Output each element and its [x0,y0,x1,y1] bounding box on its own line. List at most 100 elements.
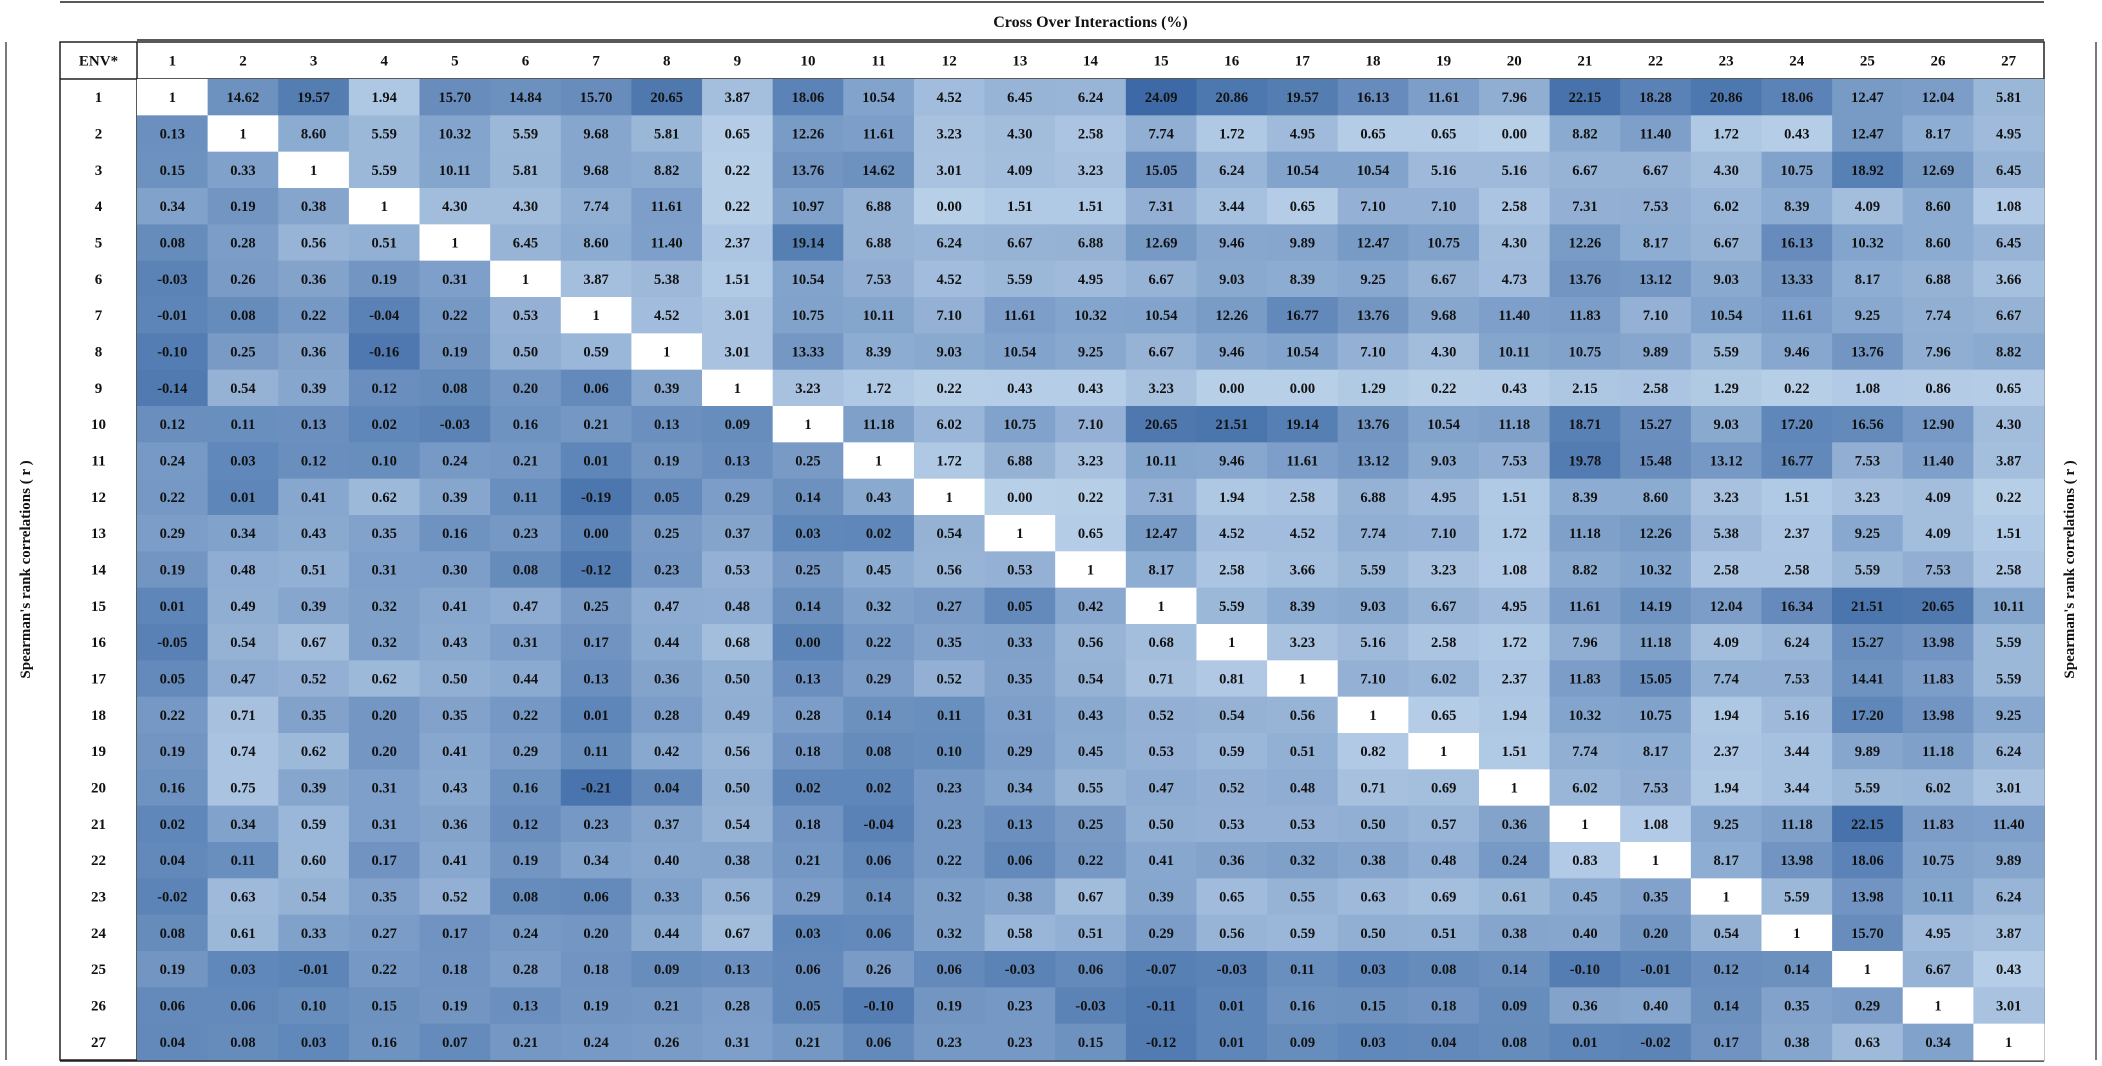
heatmap-cell [137,151,209,189]
heatmap-cell [1196,151,1268,189]
cell-value: 0.14 [1784,962,1809,978]
heatmap-cell [137,260,209,298]
heatmap-cell [631,478,703,516]
cell-value: 0.29 [160,526,185,542]
cell-value: 0.62 [372,672,397,688]
cell-value: 0.15 [160,163,185,179]
cell-value: 6.88 [1925,272,1950,288]
heatmap-cell [1408,515,1480,552]
heatmap-cell [1055,987,1127,1025]
heatmap-cell [1832,769,1904,807]
cell-value: 11.40 [651,236,683,252]
cell-value: 0.41 [442,744,467,760]
heatmap-cell [1196,260,1268,298]
cell-value: 0.04 [654,781,679,797]
cell-value: 0.38 [725,853,750,869]
heatmap-cell [137,842,209,879]
heatmap-cell [1973,515,2045,552]
cell-value: 10.11 [1498,345,1530,361]
cell-value: 7.74 [1148,127,1173,143]
cell-value: 6.24 [1784,635,1809,651]
heatmap-cell [207,696,279,734]
heatmap-cell [843,733,915,770]
heatmap-cell [1549,79,1621,116]
cell-value: 2.15 [1572,381,1597,397]
heatmap-cell [1125,79,1197,116]
cell-value: 16.13 [1357,90,1390,106]
heatmap-cell [1196,478,1268,516]
heatmap-cell [702,115,774,153]
cell-value: 0.21 [583,417,608,433]
heatmap-cell [1973,914,2045,952]
cell-value: 0.23 [937,781,962,797]
heatmap-cell [560,951,632,988]
cell-value: 1.51 [1996,526,2021,542]
cell-value: 17.20 [1780,417,1813,433]
cell-value: 6.88 [866,199,891,215]
heatmap-cell [1267,878,1339,916]
cell-value: 0.22 [725,199,750,215]
cell-value: 10.75 [792,308,825,324]
heatmap-cell [1549,115,1621,153]
right-axis-label: Spearman's rank correlations ( r ) [2062,460,2078,678]
heatmap-cell [278,660,350,698]
heatmap-cell [772,442,844,480]
heatmap-cell [1690,260,1762,298]
cell-value: 0.34 [230,526,255,542]
heatmap-cell [137,115,209,153]
row-header: 1 [95,90,103,106]
cell-value: 3.23 [1855,490,1880,506]
cell-value: 0.65 [1431,708,1456,724]
cell-value: 5.59 [1713,345,1738,361]
cell-value: 0.17 [372,853,397,869]
cell-value: 11.18 [863,417,895,433]
heatmap-cell [1055,805,1127,843]
heatmap-cell [1973,151,2045,189]
heatmap-cell [1620,1023,1692,1061]
cell-value: 21.51 [1215,417,1248,433]
cell-value: 1 [239,127,246,143]
cell-value: 10.54 [1004,345,1037,361]
cell-value: 0.48 [1290,781,1315,797]
cell-value: 7.10 [1431,526,1456,542]
heatmap-cell [137,624,209,661]
cell-value: 7.31 [1572,199,1597,215]
heatmap-cell [772,224,844,262]
cell-value: 9.89 [1290,236,1315,252]
heatmap-cell [278,878,350,916]
heatmap-cell [1902,297,1974,334]
cell-value: 0.22 [1996,490,2021,506]
cell-value: 0.36 [1572,999,1597,1015]
heatmap-cell [1478,696,1551,734]
heatmap-cell [1902,696,1974,734]
cell-value: 0.65 [1431,127,1456,143]
cell-value: 0.34 [1925,1035,1950,1051]
cell-value: 0.31 [513,635,538,651]
cell-value: 0.45 [1572,890,1597,906]
cell-value: 6.88 [866,236,891,252]
heatmap-cell [490,805,562,843]
cell-value: 0.56 [1078,635,1103,651]
cell-value: 0.06 [937,962,962,978]
heatmap-cell [207,369,279,407]
heatmap-cell [1620,805,1692,843]
cell-value: 7.96 [1925,345,1950,361]
cell-value: 0.23 [937,817,962,833]
row-header: 4 [95,199,103,215]
heatmap-cell [1478,115,1551,153]
heatmap-cell [1055,406,1127,443]
cell-value: 0.01 [583,454,608,470]
cell-value: 21.51 [1851,599,1884,615]
heatmap-cell [1408,951,1480,988]
cell-value: 6.24 [1219,163,1244,179]
cell-value: 4.30 [1431,345,1456,361]
cell-value: -0.05 [157,635,187,651]
heatmap-cell [1337,914,1409,952]
cell-value: 0.36 [301,272,326,288]
heatmap-cell [1620,406,1692,443]
cell-value: 0.19 [654,454,679,470]
heatmap-cell [1902,805,1974,843]
cell-value: 0.32 [937,926,962,942]
cell-value: 12.47 [1357,236,1390,252]
cell-value: 0.29 [1007,744,1032,760]
